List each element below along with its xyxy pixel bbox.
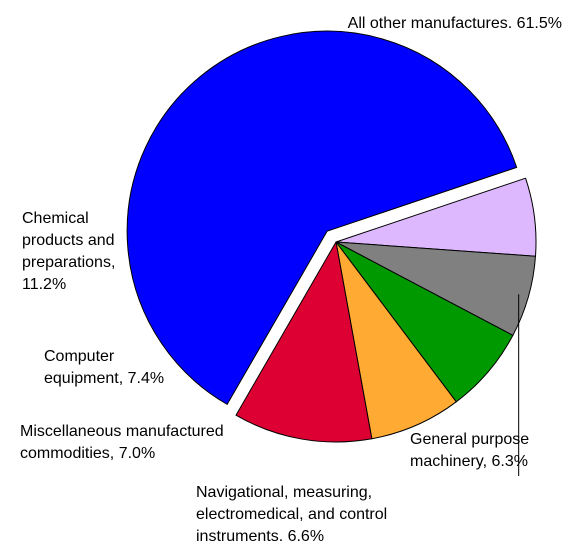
slice-label: Miscellaneous manufactured commodities, 7… — [20, 423, 224, 462]
slice-label-line: 11.2% — [22, 276, 66, 293]
slice-label-line: Navigational, measuring, — [196, 484, 372, 501]
slice-label-line: Computer — [44, 348, 115, 365]
slice-labels: All other manufactures. 61.5% General pur… — [20, 15, 562, 545]
slice-label: Navigational, measuring, electromedical, … — [196, 484, 387, 545]
slice-label-line: equipment, 7.4% — [44, 370, 164, 387]
slice-label-line: Chemical — [22, 210, 89, 227]
slice-label: Computer equipment, 7.4% — [44, 348, 164, 387]
slice-label-line: All other manufactures. 61.5% — [348, 15, 562, 32]
slice-label: General purpose machinery, 6.3% — [410, 431, 529, 470]
slice-label: Chemical products and preparations, 11.2% — [22, 210, 115, 293]
pie-slice-chemical-products-and-preparations — [235, 241, 373, 443]
slice-label-line: commodities, 7.0% — [20, 445, 155, 462]
slice-label-line: preparations, — [22, 254, 115, 271]
slice-label-line: instruments. 6.6% — [196, 528, 324, 545]
slice-label-line: General purpose — [410, 431, 529, 448]
pie-slices — [126, 30, 537, 443]
slice-label-line: Miscellaneous manufactured — [20, 423, 224, 440]
slice-label-line: products and — [22, 232, 115, 249]
slice-label-line: machinery, 6.3% — [410, 453, 528, 470]
slice-label: All other manufactures. 61.5% — [348, 15, 562, 32]
pie-slice-all-other-manufactures — [126, 30, 518, 405]
slice-label-line: electromedical, and control — [196, 506, 387, 523]
